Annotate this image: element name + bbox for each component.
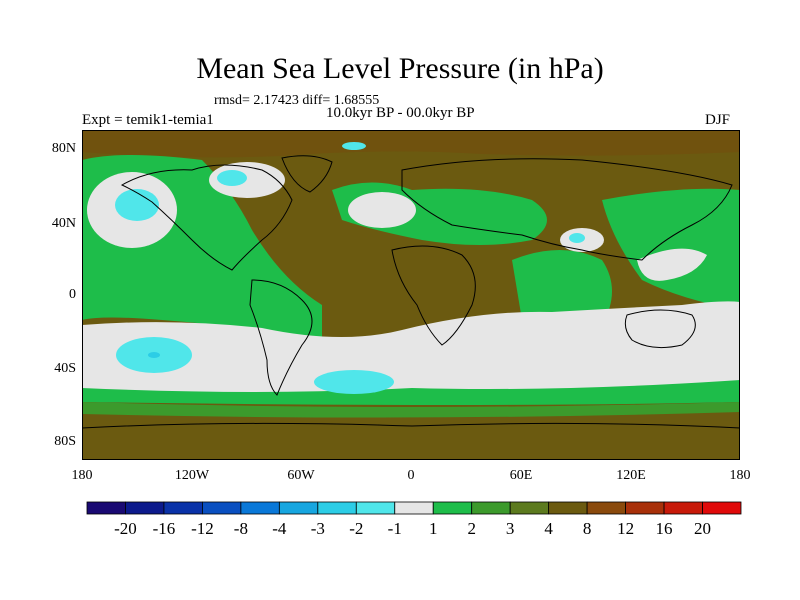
lat-tick-80s: 80S xyxy=(54,434,76,449)
lat-tick-80n: 80N xyxy=(51,141,76,156)
colorbar-label: 4 xyxy=(544,519,553,538)
colorbar-box xyxy=(471,501,511,515)
coastlines xyxy=(82,155,740,429)
colorbar-label: -20 xyxy=(114,519,137,538)
colorbar-label: 20 xyxy=(694,519,712,538)
colorbar-box xyxy=(702,501,742,515)
colorbar-box xyxy=(317,501,357,515)
lat-tick-40s: 40S xyxy=(54,361,76,376)
figure-title: Mean Sea Level Pressure (in hPa) xyxy=(196,52,604,85)
colorbar-box xyxy=(240,501,280,515)
lat-tick-0: 0 xyxy=(69,287,76,302)
lon-tick-120w: 120W xyxy=(174,468,210,483)
colorbar-box xyxy=(86,501,126,515)
field-cyan-hudson xyxy=(217,170,247,186)
colorbar-label: -3 xyxy=(310,519,325,538)
season-label: DJF xyxy=(705,112,731,128)
colorbar-box xyxy=(278,501,319,515)
field-antarctic xyxy=(82,420,740,460)
colorbar-label: 8 xyxy=(582,519,592,538)
colorbar-label: 12 xyxy=(617,519,635,538)
field-cyan-arctic xyxy=(342,142,366,150)
colorbar-label: 3 xyxy=(505,519,515,538)
colorbar-box xyxy=(394,501,434,515)
colorbar-label: -8 xyxy=(233,519,248,538)
colorbar-box xyxy=(125,501,165,515)
period-label: 10.0kyr BP - 00.0kyr BP xyxy=(326,105,475,121)
experiment-label: Expt = temik1-temia1 xyxy=(82,112,214,128)
lon-tick-60w: 60W xyxy=(287,468,315,483)
field-green-indian xyxy=(512,250,612,329)
colorbar-box xyxy=(663,501,703,515)
colorbar-box xyxy=(202,501,242,515)
colorbar-label: -16 xyxy=(152,519,176,538)
colorbar xyxy=(86,501,742,515)
colorbar-label: 16 xyxy=(655,519,673,538)
colorbar-box xyxy=(509,501,550,515)
colorbar-box xyxy=(548,501,588,515)
field-gray-siberia xyxy=(348,192,416,228)
colorbar-box xyxy=(586,501,626,515)
field-gray-south xyxy=(82,301,740,392)
field-green-south2 xyxy=(82,402,740,418)
colorbar-label: 1 xyxy=(428,519,438,538)
colorbar-box xyxy=(625,501,665,515)
field-cyan-core xyxy=(148,352,160,358)
colorbar-label: -12 xyxy=(191,519,214,538)
field-gray-wpac xyxy=(637,248,707,281)
colorbar-label: -4 xyxy=(272,519,287,538)
colorbar-label: 2 xyxy=(467,519,476,538)
colorbar-box xyxy=(432,501,473,515)
field-green-npac xyxy=(602,188,740,310)
lon-tick-180e: 180 xyxy=(729,468,751,483)
colorbar-label: -1 xyxy=(387,519,402,538)
lon-tick-120e: 120E xyxy=(616,468,646,483)
colorbar-box xyxy=(355,501,396,515)
lat-tick-40n: 40N xyxy=(51,216,76,231)
lon-tick-60e: 60E xyxy=(509,468,533,483)
field-cyan-npac xyxy=(115,189,159,221)
field-cyan-satl xyxy=(314,370,394,394)
stats-text: rmsd= 2.17423 diff= 1.68555 xyxy=(214,93,380,108)
lon-tick-0: 0 xyxy=(407,468,415,483)
colorbar-box xyxy=(163,501,203,515)
colorbar-label: -2 xyxy=(349,519,364,538)
field-arctic xyxy=(82,130,740,158)
pressure-map xyxy=(82,130,740,460)
map-frame xyxy=(82,130,740,460)
lon-tick-180w: 180 xyxy=(71,468,93,483)
field-cyan-tibet xyxy=(569,233,585,243)
